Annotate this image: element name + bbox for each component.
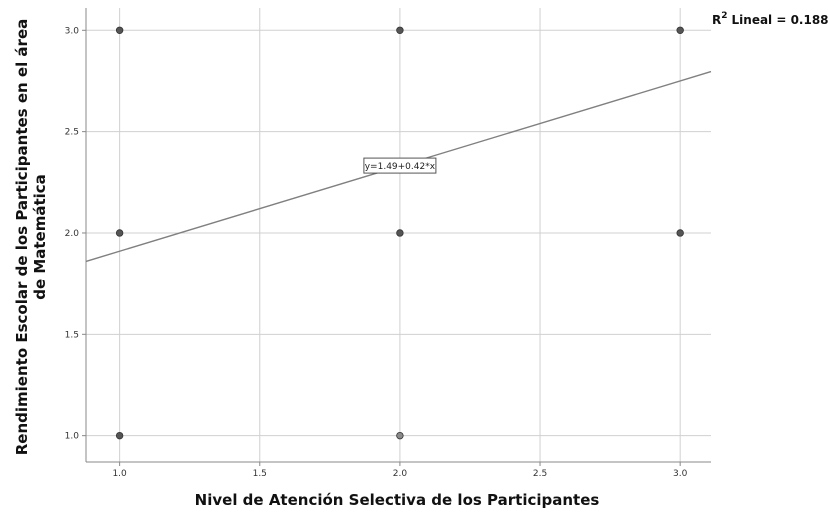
x-tick-label: 2.5 <box>533 469 547 479</box>
y-axis-title-line-1: Rendimiento Escolar de los Participantes… <box>13 19 31 456</box>
data-point <box>396 26 404 34</box>
tick-labels: 1.0 1.5 2.0 2.5 3.0 1.0 1.5 2.0 2.5 3.0 <box>65 26 688 479</box>
equation-text: y=1.49+0.42*x <box>365 162 436 172</box>
axes <box>82 8 711 466</box>
y-tick-label: 2.0 <box>65 229 80 239</box>
y-axis-title-line-2: de Matemática <box>31 174 49 300</box>
data-points <box>115 26 684 440</box>
r-squared-value: Lineal = 0.188 <box>732 13 829 27</box>
y-tick-label: 3.0 <box>65 26 80 36</box>
x-tick-label: 3.0 <box>673 469 688 479</box>
data-point <box>115 431 124 440</box>
x-tick-label: 1.0 <box>112 469 127 479</box>
y-tick-label: 1.0 <box>65 432 80 442</box>
data-point <box>115 26 124 34</box>
x-axis-title: Nivel de Atención Selectiva de los Parti… <box>195 491 600 509</box>
equation-label: y=1.49+0.42*x <box>363 157 437 174</box>
x-tick-label: 2.0 <box>393 469 408 479</box>
data-point <box>676 26 684 34</box>
data-point <box>396 431 404 440</box>
r-squared-superscript: 2 <box>721 11 727 21</box>
y-tick-label: 2.5 <box>65 128 79 138</box>
data-point <box>396 229 404 237</box>
equation-box <box>363 157 437 174</box>
x-tick-label: 1.5 <box>253 469 267 479</box>
y-axis-title: Rendimiento Escolar de los Participantes… <box>13 19 49 456</box>
r-squared-label: R2 Lineal = 0.188 <box>712 11 829 27</box>
r-squared-symbol: R <box>712 13 721 27</box>
y-tick-label: 1.5 <box>65 330 79 340</box>
data-point <box>676 229 684 237</box>
data-point <box>115 229 124 237</box>
